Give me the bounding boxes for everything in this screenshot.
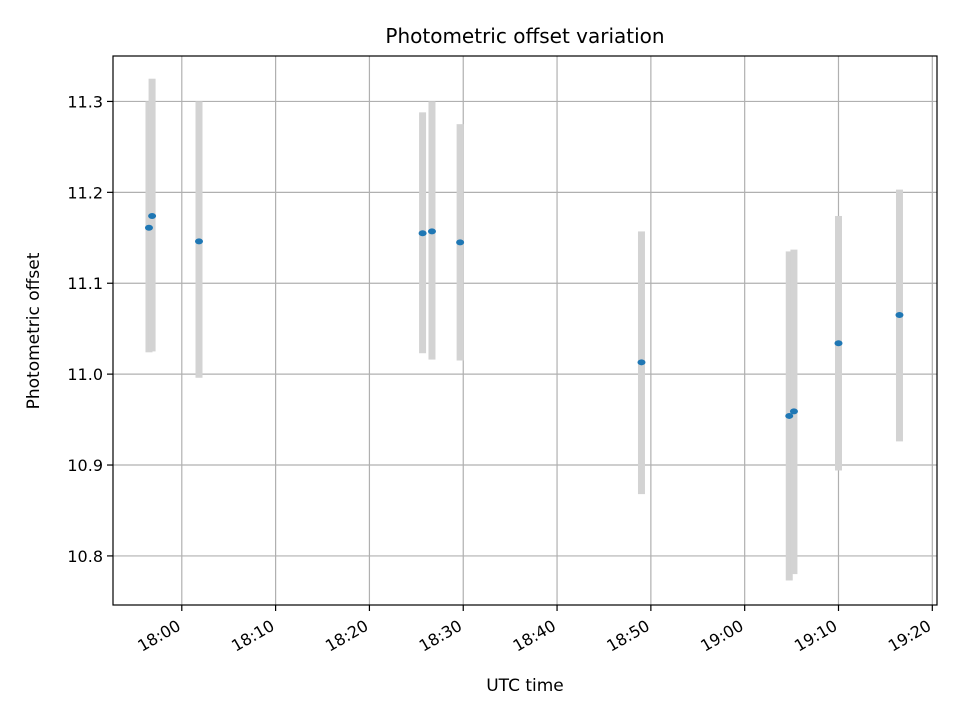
error-bars	[145, 78, 903, 581]
x-axis-ticks: 18:00 18:10 18:20 18:30 18:40 18:50 19:00 19:10…	[134, 605, 934, 656]
grid	[113, 56, 937, 605]
x-axis-title: UTC time	[486, 676, 564, 696]
y-tick-label: 11.2	[67, 183, 103, 202]
x-tick-label: 19:10	[791, 616, 840, 656]
x-tick-label: 18:30	[416, 616, 465, 656]
y-axis-title: Photometric offset	[24, 252, 44, 409]
data-point	[427, 228, 436, 235]
x-tick-label: 18:40	[510, 616, 559, 656]
data-point	[785, 412, 794, 419]
y-tick-label: 11.0	[67, 365, 103, 384]
data-points	[144, 212, 904, 419]
data-point	[789, 408, 798, 415]
plot-area-frame	[112, 55, 938, 606]
x-tick-label: 18:00	[134, 616, 183, 656]
x-tick-label: 18:20	[322, 616, 371, 656]
chart-title: Photometric offset variation	[385, 24, 664, 48]
data-point	[456, 239, 465, 246]
x-tick-label: 19:20	[885, 616, 934, 656]
y-axis-ticks: 10.8 10.9 11.0 11.1 11.2 11.3	[67, 92, 113, 566]
data-point	[148, 212, 157, 219]
data-point	[194, 238, 203, 245]
x-tick-label: 18:10	[228, 616, 277, 656]
y-tick-label: 11.1	[67, 274, 103, 293]
y-tick-label: 10.9	[67, 456, 103, 475]
x-tick-label: 18:50	[603, 616, 652, 656]
data-point	[144, 224, 153, 231]
y-tick-label: 11.3	[67, 92, 103, 111]
data-point	[895, 312, 904, 319]
x-tick-label: 19:00	[697, 616, 746, 656]
data-point	[418, 230, 427, 237]
data-point	[834, 340, 843, 347]
y-tick-label: 10.8	[67, 547, 103, 566]
data-point	[637, 359, 646, 366]
